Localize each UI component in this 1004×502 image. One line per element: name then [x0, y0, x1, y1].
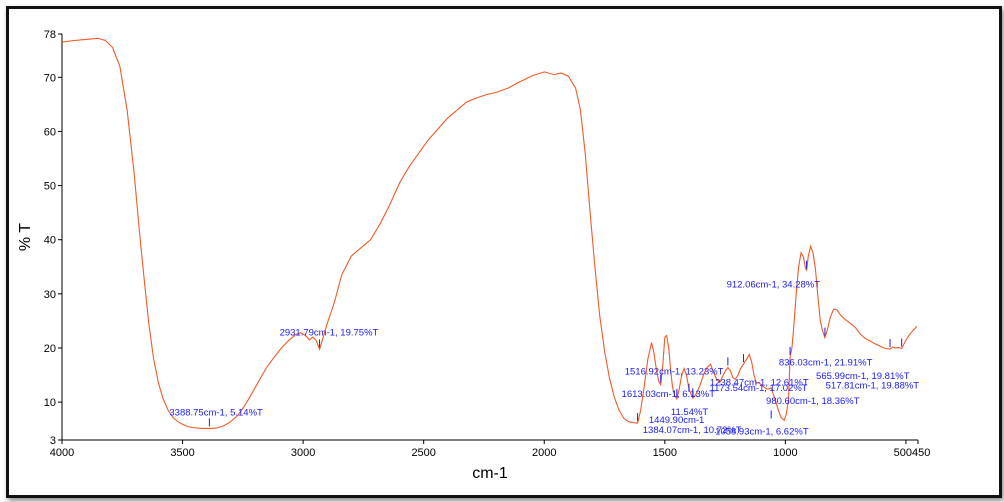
peak-label: 836.03cm-1, 21.91%T: [779, 358, 873, 369]
y-tick-label: 78: [44, 29, 56, 41]
peak-label: 11.54%T: [671, 407, 709, 418]
peak-annotations: 3388.75cm-1, 5.14%T 2931.79cm-1, 19.75%T 1…: [169, 260, 920, 437]
peak-label: 1058.93cm-1, 6.62%T: [715, 426, 809, 437]
y-tick-label: 50: [44, 181, 56, 193]
peak-label: 2931.79cm-1, 19.75%T: [280, 327, 379, 338]
x-tick-label: 2500: [411, 447, 435, 459]
spectrum-line: [61, 37, 918, 429]
y-tick-label: 3: [50, 435, 56, 447]
x-tick-label: 2000: [532, 447, 556, 459]
peak-label: 1613.03cm-1, 6.13%T: [622, 389, 716, 400]
peak-label: 1449.90cm-1: [649, 415, 704, 426]
x-tick-label: 3000: [291, 447, 315, 459]
x-tick-label: 4000: [50, 447, 74, 459]
peak-label: 3388.75cm-1, 5.14%T: [169, 407, 263, 418]
x-tick-label: 1000: [773, 447, 797, 459]
y-tick-label: 30: [44, 289, 56, 301]
y-axis-title: % T: [17, 223, 34, 251]
peak-label: 1173.54cm-1, 17.02%T: [710, 383, 808, 394]
peak-label: 517.81cm-1, 19.88%T: [826, 381, 920, 392]
peak-label: 565.99cm-1, 19.81%T: [816, 371, 910, 382]
y-tick-label: 20: [44, 343, 56, 355]
peak-label: 1238.47cm-1, 12.61%T: [710, 377, 809, 388]
y-tick-label: 60: [44, 126, 56, 138]
x-tick-label: 500: [894, 447, 912, 459]
x-axis-title: cm-1: [472, 465, 508, 482]
peak-label: 1384.07cm-1, 10.72%T: [643, 425, 742, 436]
y-tick-label: 10: [44, 397, 56, 409]
axes: 3 10 20 30 40 50 60 70 78 4000 3500 3000 2500 2000 150…: [44, 29, 931, 459]
x-tick-label: 450: [912, 447, 930, 459]
y-tick-label: 40: [44, 235, 56, 247]
spectrum-series: [61, 37, 918, 429]
peak-label: 1516.92cm-1, 13.23%T: [625, 367, 724, 378]
x-tick-label: 1500: [653, 447, 677, 459]
y-tick-label: 70: [44, 72, 56, 84]
peak-label: 912.06cm-1, 34.28%T: [727, 280, 821, 291]
x-tick-label: 3500: [170, 447, 194, 459]
peak-label: 980.60cm-1, 18.36%T: [766, 396, 860, 407]
